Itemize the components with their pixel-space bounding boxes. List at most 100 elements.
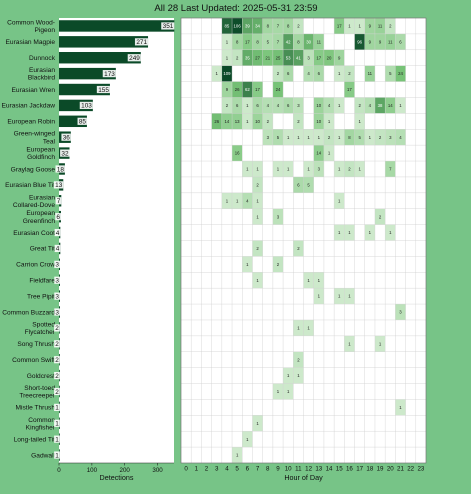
heatmap-cell bbox=[252, 272, 263, 289]
bar-value-label: 103 bbox=[81, 103, 92, 110]
heatmap-cell bbox=[262, 18, 273, 34]
heatmap-cell bbox=[252, 97, 263, 114]
heatmap-cell bbox=[242, 49, 253, 66]
bar-value-label-bg bbox=[54, 419, 60, 427]
heatmap-cell bbox=[252, 240, 263, 257]
heatmap-cell bbox=[262, 129, 273, 146]
heatmap-cell bbox=[252, 81, 263, 98]
heatmap-cell-value: 1 bbox=[328, 151, 331, 156]
heatmap-cell-value: 2 bbox=[348, 71, 351, 76]
hour-tick-label: 1 bbox=[195, 466, 199, 473]
heatmap-cell-value: 1 bbox=[318, 294, 321, 299]
heatmap-cell-value: 8 bbox=[256, 39, 259, 44]
heatmap-cell bbox=[313, 129, 324, 146]
species-label: Eurasian Blue Tit bbox=[5, 182, 55, 189]
heatmap-cell-value: 5 bbox=[267, 39, 270, 44]
bar-value-label: 249 bbox=[129, 55, 140, 62]
species-label: Long-tailed Tit bbox=[14, 436, 56, 443]
bar-value-label-bg bbox=[55, 165, 65, 173]
heatmap-cell-value: 1 bbox=[236, 198, 239, 203]
heatmap-cell bbox=[283, 33, 294, 50]
heatmap-cell-value: 6 bbox=[399, 39, 402, 44]
hour-tick-label: 14 bbox=[326, 466, 333, 473]
heatmap-cell bbox=[385, 161, 396, 177]
heatmap-cell-value: 2 bbox=[256, 246, 259, 251]
heatmap-cell-value: 1 bbox=[226, 39, 229, 44]
heatmap-cell bbox=[283, 383, 294, 400]
heatmap-cell bbox=[242, 431, 253, 448]
heatmap-cell-value: 25 bbox=[276, 55, 281, 60]
bar-value-label-bg bbox=[61, 133, 71, 141]
species-label: Eurasian Blackbird bbox=[28, 67, 55, 82]
bar-value-label: 7 bbox=[57, 198, 61, 205]
heatmap-cell-value: 6 bbox=[236, 103, 239, 108]
heatmap-cell bbox=[242, 161, 253, 177]
species-label: Green-winged Teal bbox=[14, 131, 56, 146]
heatmap-cell-value: 39 bbox=[245, 24, 250, 29]
bar-value-label: 1 bbox=[55, 405, 59, 412]
heatmap-cell bbox=[252, 18, 263, 34]
heatmap-cell bbox=[262, 33, 273, 50]
heatmap-cell bbox=[293, 113, 304, 130]
heatmap-cell-value: 1 bbox=[338, 230, 341, 235]
heatmap-cell bbox=[293, 129, 304, 146]
species-label: Spotted Flycatcher bbox=[25, 321, 56, 336]
heatmap-cell-value: 24 bbox=[398, 71, 403, 76]
heatmap-cell-value: 10 bbox=[255, 119, 260, 124]
hour-tick-label: 8 bbox=[266, 466, 270, 473]
heatmap-cell bbox=[272, 383, 284, 400]
hour-tick-label: 6 bbox=[246, 466, 250, 473]
species-label: Eurasian Jackdaw bbox=[1, 103, 55, 110]
bar-value-label-bg bbox=[54, 387, 60, 396]
heatmap-cell bbox=[395, 97, 406, 114]
species-label: Common Swift bbox=[12, 357, 55, 364]
heatmap-cell bbox=[334, 192, 345, 209]
bar-value-label: 3 bbox=[55, 293, 59, 300]
heatmap-cell bbox=[252, 415, 263, 432]
heatmap-cell-value: 4 bbox=[328, 103, 331, 108]
heatmap-cell bbox=[313, 161, 324, 177]
heatmap-cell bbox=[354, 97, 365, 114]
heatmap-cell bbox=[283, 129, 294, 146]
heatmap-cell-value: 2 bbox=[328, 135, 331, 140]
species-label: Fieldfare bbox=[29, 278, 55, 285]
heatmap-cell-value: 14 bbox=[316, 151, 321, 156]
heatmap-cell bbox=[303, 49, 314, 66]
hour-tick-label: 13 bbox=[315, 466, 322, 473]
heatmap-cell bbox=[385, 97, 396, 114]
species-label: European Robin bbox=[7, 119, 55, 126]
heatmap-cell bbox=[323, 145, 335, 162]
heatmap-cell-value: 1 bbox=[358, 24, 361, 29]
heatmap-cell bbox=[364, 224, 375, 241]
heatmap-cell bbox=[334, 18, 345, 34]
heatmap-cell-value: 1 bbox=[358, 167, 361, 172]
heatmap-cell-value: 6 bbox=[287, 71, 290, 76]
species-label: Eurasian Magpie bbox=[6, 39, 56, 46]
heatmap-cell-value: 8 bbox=[236, 39, 239, 44]
heatmap-cell-value: 1 bbox=[256, 214, 259, 219]
bar-value-label: 13 bbox=[55, 182, 63, 189]
heatmap-cell-value: 1 bbox=[389, 230, 392, 235]
heatmap-cell bbox=[385, 129, 396, 146]
heatmap-cell bbox=[334, 161, 345, 177]
heatmap-cell-value: 109 bbox=[223, 71, 231, 76]
heatmap-cell-value: 1 bbox=[287, 167, 290, 172]
heatmap-cell-value: 1 bbox=[318, 278, 321, 283]
bar-value-label-bg bbox=[102, 70, 116, 78]
heatmap-cell bbox=[313, 97, 324, 114]
heatmap-cell bbox=[303, 129, 314, 146]
bar-x-axis-label: Detections bbox=[100, 473, 134, 482]
bar-value-label: 85 bbox=[79, 119, 87, 126]
heatmap-cell bbox=[313, 272, 324, 289]
bar-value-label-bg bbox=[161, 22, 175, 30]
heatmap-cell bbox=[232, 97, 243, 114]
heatmap-cell-value: 11 bbox=[368, 71, 373, 76]
heatmap-cell-value: 1 bbox=[287, 389, 290, 394]
bar-value-label: 3 bbox=[55, 262, 59, 269]
heatmap-cell-value: 3 bbox=[318, 167, 321, 172]
bar-value-label-bg bbox=[134, 38, 149, 46]
bar-value-label: 36 bbox=[63, 134, 71, 141]
heatmap-cell-value: 85 bbox=[225, 24, 230, 29]
heatmap-cell-value: 4 bbox=[246, 198, 249, 203]
heatmap-cell bbox=[323, 97, 335, 114]
